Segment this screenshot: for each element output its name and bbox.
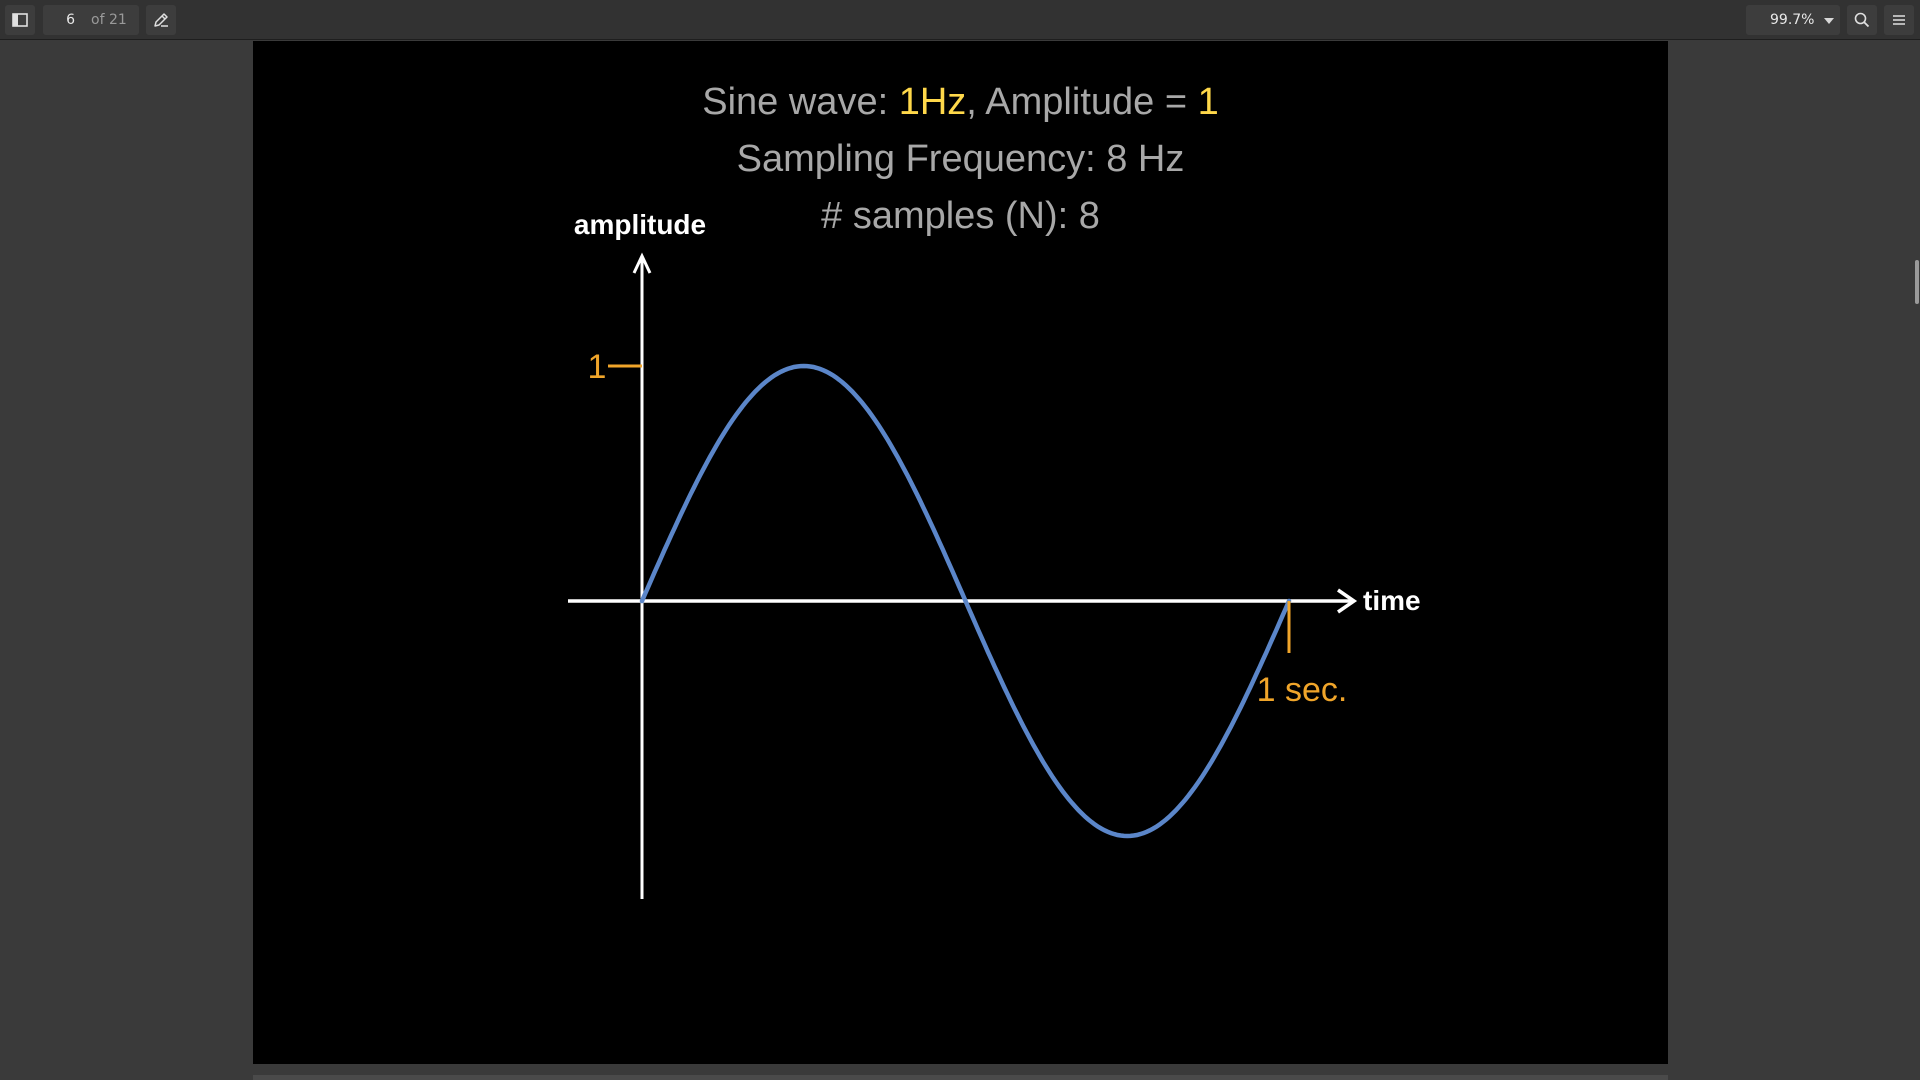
title-middle: , Amplitude = bbox=[966, 81, 1198, 123]
page-number-input[interactable] bbox=[43, 5, 83, 35]
y-axis-arrowhead bbox=[632, 252, 652, 274]
zoom-value: 99.7% bbox=[1770, 12, 1815, 28]
x-axis-arrowhead bbox=[1337, 588, 1358, 614]
x-axis-label: time bbox=[1363, 585, 1421, 616]
page-navigator: of 21 bbox=[43, 5, 139, 35]
y-tick-label: 1 bbox=[588, 348, 607, 386]
page-total-label: of 21 bbox=[91, 12, 127, 28]
zoom-select[interactable]: 99.7% bbox=[1746, 5, 1840, 35]
sidebar-toggle-icon bbox=[12, 13, 28, 27]
slide-title: Sine wave: 1Hz, Amplitude = 1 bbox=[253, 81, 1668, 124]
title-prefix: Sine wave: bbox=[702, 81, 899, 123]
document-page: Sine wave: 1Hz, Amplitude = 1 Sampling F… bbox=[253, 41, 1668, 1064]
title-frequency: 1Hz bbox=[898, 81, 967, 123]
search-icon bbox=[1854, 12, 1870, 28]
scrollbar-thumb[interactable] bbox=[1915, 260, 1919, 304]
annotate-button[interactable] bbox=[146, 5, 176, 35]
sine-wave-chart: amplitude time 1 1 sec. bbox=[568, 209, 1421, 899]
sample-count-label: # samples (N): 8 bbox=[821, 195, 1100, 237]
sidebar-toggle-button[interactable] bbox=[5, 5, 35, 35]
chevron-down-icon bbox=[1824, 18, 1834, 24]
x-tick-label: 1 sec. bbox=[1257, 671, 1348, 709]
menu-button[interactable] bbox=[1884, 5, 1914, 35]
next-page-edge bbox=[253, 1075, 1668, 1080]
menu-icon bbox=[1893, 15, 1905, 25]
search-button[interactable] bbox=[1847, 5, 1877, 35]
title-amplitude: 1 bbox=[1197, 81, 1219, 123]
y-axis-label: amplitude bbox=[574, 209, 706, 240]
viewer-toolbar: of 21 99.7% bbox=[0, 0, 1920, 40]
sampling-frequency-label: Sampling Frequency: 8 Hz bbox=[736, 138, 1185, 180]
pen-icon bbox=[154, 13, 168, 27]
sine-wave-series bbox=[639, 363, 1292, 839]
